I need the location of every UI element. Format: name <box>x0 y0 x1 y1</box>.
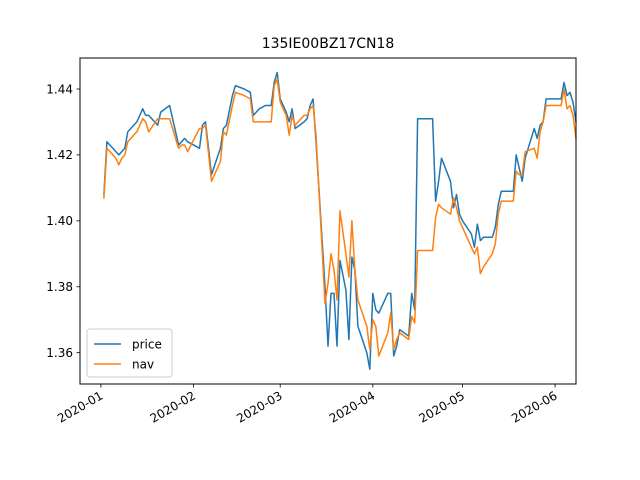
chart-title: 135IE00BZ17CN18 <box>262 36 395 52</box>
series-line-nav <box>103 78 577 357</box>
y-tick-label: 1.44 <box>46 82 73 96</box>
y-tick-label: 1.42 <box>46 148 73 162</box>
series-line-price <box>103 71 577 370</box>
y-tick-label: 1.40 <box>46 214 73 228</box>
y-tick-label: 1.36 <box>46 346 73 360</box>
y-tick-label: 1.38 <box>46 280 73 294</box>
legend-label-nav: nav <box>132 357 154 371</box>
legend: price nav <box>86 328 173 378</box>
legend-label-price: price <box>132 337 162 351</box>
y-axis: 1.36 1.38 1.40 1.42 1.44 <box>46 82 80 360</box>
legend-box <box>86 328 173 378</box>
series-lines <box>103 71 577 370</box>
